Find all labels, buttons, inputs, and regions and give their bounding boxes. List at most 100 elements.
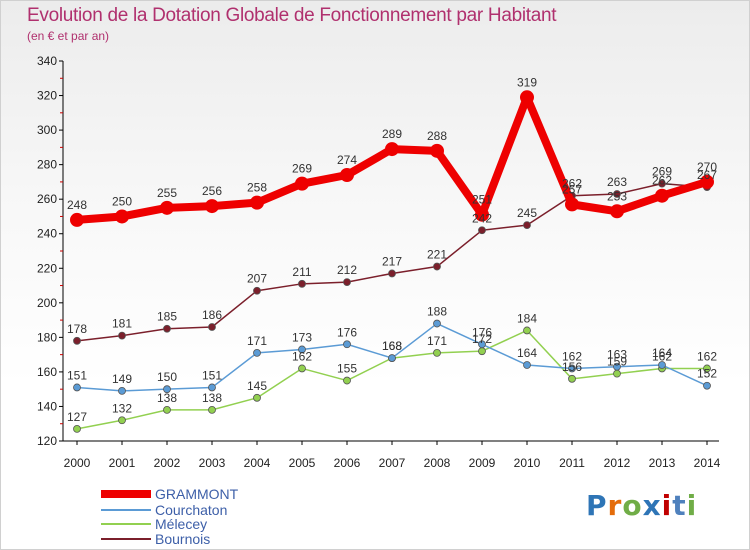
data-label-grammont: 257 [562, 182, 582, 196]
data-label-mélecey: 155 [337, 362, 357, 376]
series-layer [70, 90, 714, 433]
data-point-courchaton [73, 383, 81, 392]
data-point-bournois [73, 336, 81, 345]
data-label-bournois: 212 [337, 263, 357, 277]
data-point-mélecey [118, 416, 126, 425]
data-label-bournois: 245 [517, 206, 537, 220]
data-point-bournois [253, 286, 261, 295]
data-label-courchaton: 188 [427, 305, 447, 319]
data-label-bournois: 221 [427, 248, 447, 262]
legend-label-grammont: GRAMMONT [155, 486, 239, 502]
data-label-mélecey: 171 [427, 334, 447, 348]
logo-letter: i [686, 489, 698, 522]
data-label-grammont: 289 [382, 127, 402, 141]
data-point-courchaton [523, 361, 531, 369]
data-label-mélecey: 156 [562, 360, 582, 374]
data-point-grammont [295, 176, 309, 191]
y-tick-label: 260 [37, 192, 57, 206]
data-label-bournois: 217 [382, 254, 402, 268]
y-tick-label: 160 [37, 365, 57, 379]
data-label-grammont: 251 [472, 193, 492, 207]
x-tick-label: 2001 [109, 456, 136, 470]
logo-letter: x [642, 489, 662, 522]
y-tick-label: 200 [37, 296, 57, 310]
data-label-bournois: 181 [112, 317, 132, 331]
data-point-bournois [118, 331, 126, 340]
data-label-mélecey: 138 [157, 391, 177, 405]
data-label-bournois: 262 [562, 177, 582, 191]
data-label-grammont: 274 [337, 153, 357, 167]
data-point-courchaton [208, 383, 216, 392]
data-label-bournois: 207 [247, 272, 267, 286]
data-label-bournois: 269 [652, 165, 672, 179]
data-label-courchaton: 150 [157, 370, 177, 384]
data-point-grammont [205, 199, 219, 214]
data-label-courchaton: 171 [247, 334, 267, 348]
data-label-bournois: 211 [292, 265, 311, 279]
data-point-mélecey [523, 326, 531, 335]
logo-letter: o [622, 489, 643, 522]
data-point-bournois [478, 226, 486, 235]
data-point-grammont [655, 188, 669, 203]
x-tick-label: 2014 [694, 456, 721, 470]
logo-letter: t [672, 489, 687, 522]
data-point-bournois [208, 323, 216, 331]
data-point-mélecey [253, 393, 261, 402]
logo-letter: P [586, 489, 608, 522]
data-label-courchaton: 152 [697, 367, 717, 381]
data-point-bournois [613, 190, 621, 198]
data-point-mélecey [703, 364, 711, 373]
data-point-grammont [430, 143, 444, 158]
logo-letter: r [607, 489, 623, 522]
data-label-courchaton: 164 [652, 346, 672, 360]
data-point-courchaton [568, 364, 576, 373]
y-tick-label: 340 [37, 54, 57, 68]
x-tick-label: 2012 [604, 456, 631, 470]
data-point-grammont [475, 207, 489, 222]
x-tick-label: 2002 [154, 456, 181, 470]
data-point-mélecey [568, 374, 576, 383]
data-point-courchaton [163, 385, 171, 394]
y-tick-label: 120 [37, 434, 57, 448]
data-point-grammont [250, 195, 264, 210]
data-label-mélecey: 168 [382, 339, 402, 353]
data-point-mélecey [343, 376, 351, 385]
data-point-grammont [115, 209, 129, 224]
data-label-grammont: 262 [652, 174, 672, 188]
x-tick-label: 2000 [64, 456, 91, 470]
data-label-mélecey: 162 [697, 349, 717, 363]
y-tick-label: 180 [37, 330, 57, 344]
data-point-courchaton [703, 381, 711, 390]
x-tick-label: 2003 [199, 456, 226, 470]
data-label-mélecey: 162 [652, 349, 672, 363]
data-label-grammont: 319 [517, 75, 537, 89]
data-point-mélecey [208, 406, 216, 414]
y-tick-label: 220 [37, 261, 57, 275]
data-label-courchaton: 151 [67, 368, 87, 382]
data-label-courchaton: 176 [337, 325, 357, 339]
x-tick-label: 2005 [289, 456, 316, 470]
x-tick-label: 2013 [649, 456, 676, 470]
data-label-mélecey: 138 [202, 391, 222, 405]
data-label-bournois: 242 [472, 211, 492, 225]
chart-subtitle: (en € et par an) [27, 29, 110, 43]
data-point-bournois [658, 179, 666, 188]
legend-label-mélecey: Mélecey [155, 516, 207, 532]
data-label-mélecey: 184 [517, 311, 537, 325]
data-point-courchaton [658, 361, 666, 369]
data-point-mélecey [298, 364, 306, 373]
data-label-grammont: 248 [67, 198, 87, 212]
x-tick-label: 2004 [244, 456, 271, 470]
data-label-courchaton: 151 [202, 368, 222, 382]
x-tick-label: 2006 [334, 456, 361, 470]
data-point-courchaton [118, 387, 126, 395]
data-label-bournois: 178 [67, 322, 87, 336]
axes: 120 140 160 180 200 220 240 260 280 300 320 340 2000… [37, 54, 721, 470]
data-point-grammont [700, 174, 714, 189]
data-label-courchaton: 162 [562, 349, 582, 363]
x-tick-label: 2008 [424, 456, 451, 470]
data-point-courchaton [388, 354, 396, 362]
